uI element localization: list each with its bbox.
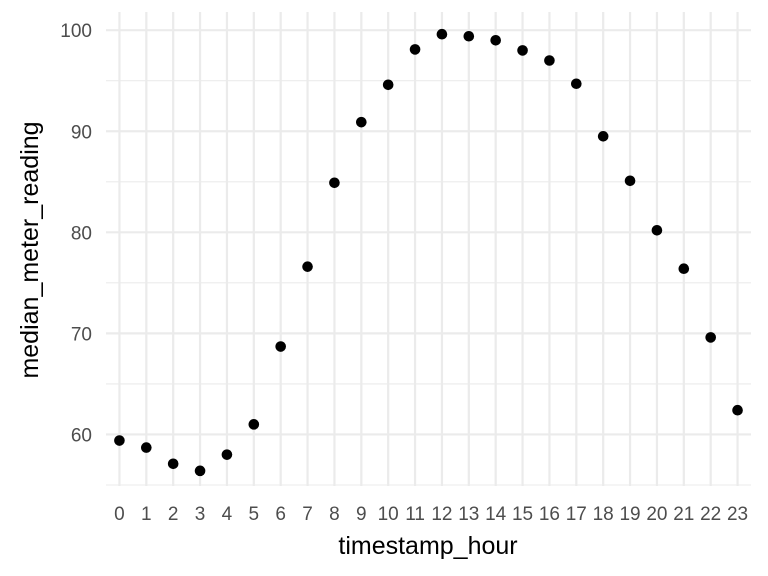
data-point [382, 79, 394, 91]
y-tick-label: 80 [71, 223, 92, 244]
x-tick-label: 20 [646, 504, 667, 525]
data-point [141, 442, 152, 453]
data-point [651, 225, 663, 236]
data-point [409, 44, 421, 55]
data-point [356, 116, 367, 128]
x-tick-label: 17 [566, 504, 587, 525]
data-point [436, 28, 448, 40]
x-tick-label: 8 [329, 504, 340, 525]
x-tick-label: 7 [302, 504, 313, 525]
x-tick-label: 5 [249, 504, 260, 525]
data-point [329, 177, 340, 189]
data-point [463, 30, 475, 42]
data-points [114, 28, 743, 477]
data-point [624, 175, 636, 187]
y-tick-label: 60 [71, 425, 92, 446]
x-tick-label: 12 [431, 504, 452, 525]
minor-gridlines [106, 80, 751, 486]
x-tick-label: 18 [593, 504, 614, 525]
data-point [302, 261, 313, 272]
data-point [167, 458, 179, 470]
x-tick-label: 22 [700, 504, 721, 525]
y-tick-label: 100 [60, 21, 92, 42]
x-tick-label: 19 [619, 504, 640, 525]
x-tick-label: 9 [356, 504, 367, 525]
x-tick-label: 4 [222, 504, 233, 525]
data-point [194, 465, 206, 477]
x-tick-label: 15 [512, 504, 533, 525]
x-tick-label: 14 [485, 504, 507, 525]
x-tick-label: 23 [727, 504, 748, 525]
y-axis-title: median_meter_reading [16, 121, 44, 378]
data-point [248, 419, 260, 430]
data-point [221, 449, 233, 460]
major-gridlines [106, 12, 751, 486]
data-point [517, 45, 528, 56]
x-tick-label: 2 [168, 504, 179, 525]
data-point [732, 404, 743, 416]
x-tick-label: 10 [378, 504, 399, 525]
x-tick-label: 3 [195, 504, 206, 525]
data-point [678, 263, 690, 275]
data-point [275, 341, 286, 352]
x-tick-label: 21 [673, 504, 694, 525]
x-tick-label: 11 [405, 504, 425, 525]
y-axis-tick-labels: 60 70 80 90 100 [60, 21, 92, 446]
x-tick-label: 16 [539, 504, 560, 525]
data-point [597, 131, 609, 142]
data-point [490, 34, 501, 46]
y-tick-label: 90 [71, 122, 92, 143]
data-point [114, 435, 125, 446]
x-axis-title: timestamp_hour [338, 532, 517, 560]
data-point [571, 78, 582, 90]
data-point [705, 332, 716, 343]
x-tick-label: 13 [458, 504, 479, 525]
data-point [544, 55, 555, 66]
y-tick-label: 70 [71, 324, 92, 345]
x-tick-label: 0 [114, 504, 125, 525]
x-tick-label: 6 [275, 504, 286, 525]
x-tick-label: 1 [141, 504, 152, 525]
x-axis-tick-labels: 0 1 2 3 4 5 6 7 8 9 10 11 12 13 14 15 16 17 18 19 20 21 22 23 [114, 504, 748, 525]
